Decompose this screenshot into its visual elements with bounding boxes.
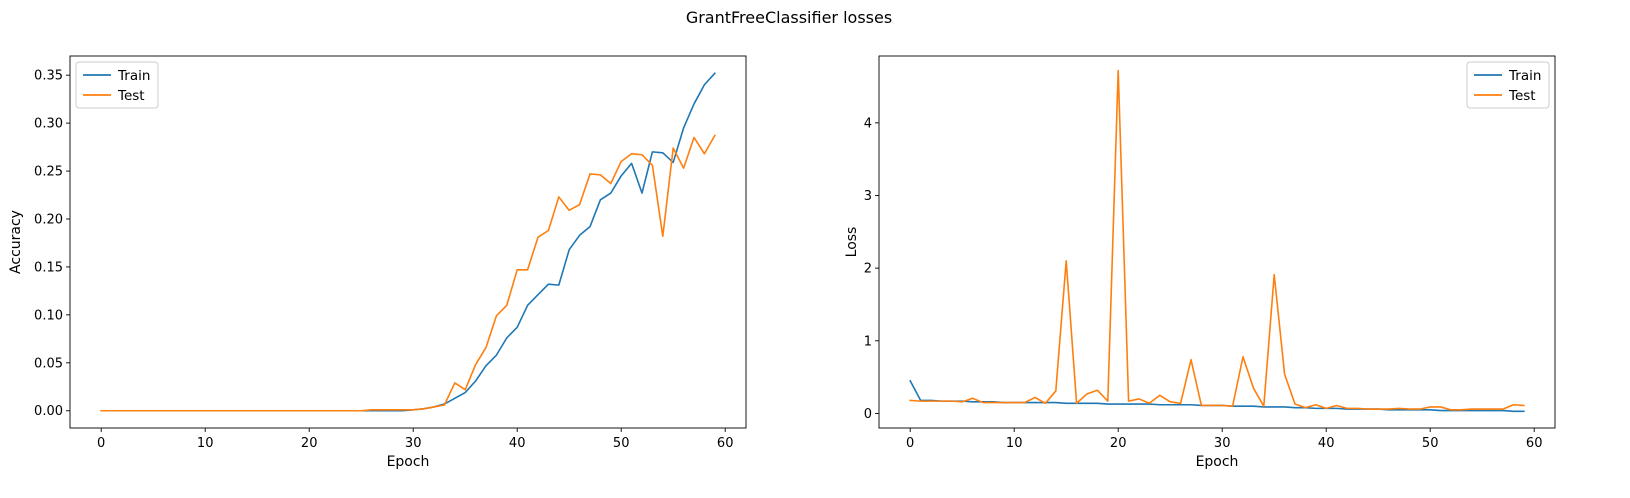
accuracy-ytick-label: 0.30 bbox=[34, 117, 63, 132]
accuracy-ytick-label: 0.00 bbox=[34, 404, 63, 419]
accuracy-ytick-label: 0.15 bbox=[34, 260, 63, 275]
accuracy-axes-frame bbox=[69, 55, 747, 429]
accuracy-xtick-label: 30 bbox=[405, 436, 422, 451]
loss-legend-label-train: Train bbox=[1508, 68, 1541, 84]
accuracy-xtick-label: 60 bbox=[717, 436, 734, 451]
loss-axes-frame bbox=[878, 55, 1556, 429]
loss-legend: Train Test bbox=[1466, 61, 1550, 109]
loss-ytick-label: 1 bbox=[864, 334, 872, 349]
accuracy-xtick-label: 50 bbox=[613, 436, 630, 451]
loss-x-axis-label: Epoch bbox=[1196, 454, 1239, 470]
loss-y-axis-label: Loss bbox=[844, 227, 860, 258]
accuracy-ytick-label: 0.10 bbox=[34, 308, 63, 323]
loss-ytick-label: 0 bbox=[864, 407, 872, 422]
loss-xtick-label: 30 bbox=[1214, 436, 1231, 451]
accuracy-ytick-label: 0.20 bbox=[34, 212, 63, 227]
loss-xtick-label: 0 bbox=[906, 436, 914, 451]
loss-ytick-label: 2 bbox=[864, 262, 872, 277]
loss-chart: 0 10 20 30 40 50 60 0 1 2 3 4 Epoch Loss Train Test bbox=[844, 55, 1556, 470]
accuracy-ytick-label: 0.35 bbox=[34, 69, 63, 84]
accuracy-legend-box bbox=[75, 61, 159, 109]
accuracy-xtick-label: 0 bbox=[97, 436, 105, 451]
loss-ytick-label: 4 bbox=[864, 116, 872, 131]
accuracy-ytick-label: 0.25 bbox=[34, 165, 63, 180]
accuracy-series-test-line bbox=[100, 134, 716, 412]
accuracy-legend-label-test: Test bbox=[117, 88, 145, 104]
accuracy-legend-label-train: Train bbox=[117, 68, 150, 84]
accuracy-xtick-label: 10 bbox=[197, 436, 214, 451]
accuracy-chart: 0 10 20 30 40 50 60 0.00 0.05 0.10 0.15 0.20 0.25 0.3… bbox=[8, 55, 747, 470]
loss-xtick-label: 40 bbox=[1318, 436, 1335, 451]
loss-xtick-label: 20 bbox=[1110, 436, 1127, 451]
loss-ytick-label: 3 bbox=[864, 189, 872, 204]
accuracy-xtick-label: 20 bbox=[301, 436, 318, 451]
accuracy-x-axis-label: Epoch bbox=[387, 454, 430, 470]
accuracy-legend: Train Test bbox=[75, 61, 159, 109]
accuracy-ytick-label: 0.05 bbox=[34, 356, 63, 371]
loss-legend-box bbox=[1466, 61, 1550, 109]
loss-xtick-label: 60 bbox=[1526, 436, 1543, 451]
loss-series-test-line bbox=[909, 69, 1525, 411]
accuracy-y-axis-label: Accuracy bbox=[8, 210, 24, 274]
loss-xtick-label: 50 bbox=[1422, 436, 1439, 451]
loss-xtick-label: 10 bbox=[1006, 436, 1023, 451]
accuracy-xtick-label: 40 bbox=[509, 436, 526, 451]
loss-legend-label-test: Test bbox=[1508, 88, 1536, 104]
figure-title: GrantFreeClassifier losses bbox=[686, 8, 892, 27]
